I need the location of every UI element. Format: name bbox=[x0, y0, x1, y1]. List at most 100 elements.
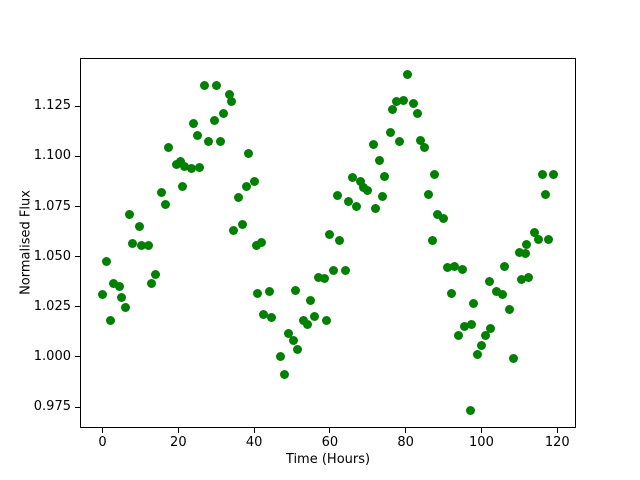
data-point bbox=[164, 142, 174, 152]
data-point bbox=[363, 186, 373, 196]
data-point bbox=[374, 156, 384, 166]
data-point bbox=[135, 222, 145, 232]
data-point bbox=[289, 335, 299, 345]
data-point bbox=[429, 169, 439, 179]
data-point bbox=[340, 265, 350, 275]
data-point bbox=[257, 238, 267, 248]
y-tick-label: 1.025 bbox=[33, 298, 71, 314]
data-point bbox=[128, 239, 138, 249]
data-point bbox=[378, 191, 388, 201]
data-point bbox=[238, 220, 248, 230]
data-point bbox=[465, 406, 475, 416]
y-tick-mark bbox=[75, 306, 80, 308]
data-point bbox=[476, 340, 486, 350]
data-point bbox=[442, 262, 452, 272]
data-point bbox=[314, 272, 324, 282]
data-point bbox=[109, 279, 119, 289]
data-point bbox=[204, 137, 214, 147]
x-tick-mark bbox=[329, 427, 331, 433]
data-point bbox=[251, 241, 261, 251]
data-point bbox=[467, 319, 477, 329]
data-point bbox=[537, 170, 547, 180]
x-tick-label: 120 bbox=[544, 434, 570, 450]
x-tick-mark bbox=[177, 427, 179, 433]
y-tick-mark bbox=[75, 155, 80, 157]
y-tick-mark bbox=[75, 406, 80, 408]
data-point bbox=[533, 235, 543, 245]
data-point bbox=[242, 182, 252, 192]
data-point bbox=[399, 96, 409, 106]
data-point bbox=[179, 161, 189, 171]
data-point bbox=[505, 304, 515, 314]
x-tick-mark bbox=[405, 427, 407, 433]
data-point bbox=[446, 289, 456, 299]
x-tick-label: 0 bbox=[98, 434, 107, 450]
data-point bbox=[156, 187, 166, 197]
data-point bbox=[368, 140, 378, 150]
y-tick-label: 0.975 bbox=[33, 399, 71, 415]
data-point bbox=[387, 105, 397, 115]
x-axis-label: Time (Hours) bbox=[285, 452, 371, 467]
data-point bbox=[454, 330, 464, 340]
data-point bbox=[408, 98, 418, 108]
data-point bbox=[276, 351, 286, 361]
data-point bbox=[509, 354, 519, 363]
data-point bbox=[522, 239, 532, 249]
data-point bbox=[259, 309, 269, 319]
data-point bbox=[319, 274, 329, 284]
data-point bbox=[427, 236, 437, 246]
data-point bbox=[291, 286, 301, 296]
data-point bbox=[105, 316, 115, 326]
data-point bbox=[177, 182, 187, 192]
data-point bbox=[480, 330, 490, 340]
y-tick-label: 1.100 bbox=[33, 148, 71, 164]
data-point bbox=[395, 136, 405, 146]
data-point bbox=[325, 230, 335, 240]
data-point bbox=[143, 240, 153, 250]
y-tick-label: 1.125 bbox=[33, 98, 71, 114]
data-point bbox=[310, 312, 320, 322]
x-tick-label: 40 bbox=[245, 434, 263, 450]
data-point bbox=[548, 169, 558, 179]
data-point bbox=[544, 235, 554, 245]
data-point bbox=[192, 131, 202, 141]
data-point bbox=[151, 269, 161, 279]
y-tick-mark bbox=[75, 256, 80, 258]
data-point bbox=[266, 312, 276, 322]
y-tick-label: 1.075 bbox=[33, 198, 71, 214]
data-point bbox=[264, 286, 274, 296]
data-point bbox=[101, 256, 111, 266]
data-point bbox=[209, 115, 219, 125]
data-point bbox=[439, 213, 449, 223]
data-point bbox=[120, 302, 130, 312]
data-point bbox=[484, 276, 494, 286]
y-tick-label: 1.050 bbox=[33, 248, 71, 264]
data-point bbox=[416, 136, 426, 146]
data-point bbox=[253, 289, 263, 299]
data-point bbox=[194, 162, 204, 172]
data-point bbox=[321, 315, 331, 325]
data-point bbox=[211, 80, 221, 90]
x-tick-mark bbox=[253, 427, 255, 433]
data-point bbox=[228, 226, 238, 236]
data-point bbox=[516, 274, 526, 284]
data-point bbox=[329, 265, 339, 275]
data-point bbox=[530, 228, 539, 238]
x-tick-mark bbox=[556, 427, 558, 433]
data-point bbox=[215, 137, 225, 147]
data-point bbox=[187, 163, 197, 173]
y-tick-mark bbox=[75, 206, 80, 207]
data-point bbox=[355, 176, 365, 186]
data-point bbox=[524, 272, 534, 282]
data-point bbox=[226, 96, 236, 106]
data-point bbox=[344, 196, 354, 206]
data-point bbox=[348, 172, 358, 182]
data-point bbox=[200, 80, 210, 90]
data-point bbox=[115, 281, 125, 291]
data-point bbox=[403, 69, 413, 79]
x-tick-label: 60 bbox=[321, 434, 339, 450]
data-point bbox=[420, 143, 430, 153]
data-point bbox=[351, 202, 361, 211]
data-point bbox=[486, 323, 496, 333]
